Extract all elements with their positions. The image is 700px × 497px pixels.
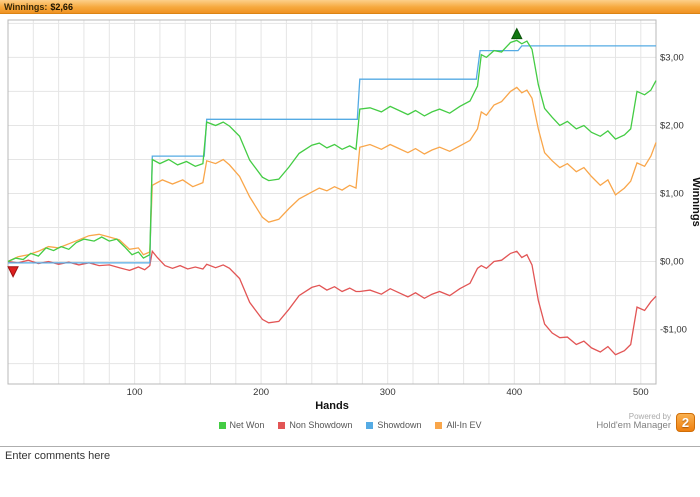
legend-label: Showdown (377, 420, 422, 430)
winnings-title-label: Winnings: (4, 2, 48, 12)
powered-by-label: Powered by (628, 412, 671, 421)
legend-item: Net Won (218, 420, 265, 430)
x-tick-label: 100 (127, 387, 143, 398)
triangle-up-marker (510, 27, 523, 40)
x-tick-label: 200 (253, 387, 269, 398)
y-tick-label: $2,00 (660, 121, 684, 132)
legend-swatch (366, 421, 374, 429)
x-tick-label: 300 (380, 387, 396, 398)
series-line-all-in-ev (7, 86, 657, 263)
legend-swatch (218, 421, 226, 429)
legend-item: Non Showdown (278, 420, 352, 430)
chart-area: 100 200 300 400 500 $3,00 $2,00 $1,00 $0,00 -$1,0… (0, 14, 700, 446)
y-tick-label: $0,00 (660, 257, 684, 268)
series-line-non-showdown (7, 249, 657, 356)
x-axis-label: Hands (315, 400, 349, 412)
winnings-title-value: $2,66 (50, 2, 73, 12)
legend-swatch (278, 421, 286, 429)
legend-label: Non Showdown (289, 420, 353, 430)
powered-by-text: Powered by Hold'em Manager (596, 412, 671, 432)
y-tick-label: -$1,00 (660, 325, 687, 336)
legend-swatch (435, 421, 443, 429)
legend-item: Showdown (366, 420, 421, 430)
app-name-label: Hold'em Manager (596, 420, 671, 432)
hm2-logo-badge: 2 (676, 412, 695, 432)
powered-by-block: Powered by Hold'em Manager 2 (596, 412, 695, 432)
winnings-chart: 100 200 300 400 500 $3,00 $2,00 $1,00 $0,00 -$1,0… (7, 19, 700, 412)
x-tick-label: 500 (633, 387, 649, 398)
legend-item: All-In EV (435, 420, 481, 430)
series-line-showdown (8, 45, 656, 264)
y-axis-label: Winnings (690, 177, 700, 226)
comments-input[interactable]: Enter comments here (0, 447, 700, 492)
y-tick-label: $3,00 (660, 52, 684, 63)
legend-label: Net Won (229, 420, 265, 430)
triangle-down-marker (7, 266, 19, 278)
y-tick-label: $1,00 (660, 189, 684, 200)
comments-panel: Enter comments here (0, 446, 700, 492)
plot-border (7, 19, 657, 385)
legend-label: All-In EV (446, 420, 482, 430)
chart-legend: Net Won Non Showdown Showdown All-In EV (0, 418, 700, 432)
winnings-title-bar: Winnings: $2,66 (0, 0, 700, 14)
series-line-net-won (7, 39, 657, 263)
x-tick-label: 400 (506, 387, 522, 398)
